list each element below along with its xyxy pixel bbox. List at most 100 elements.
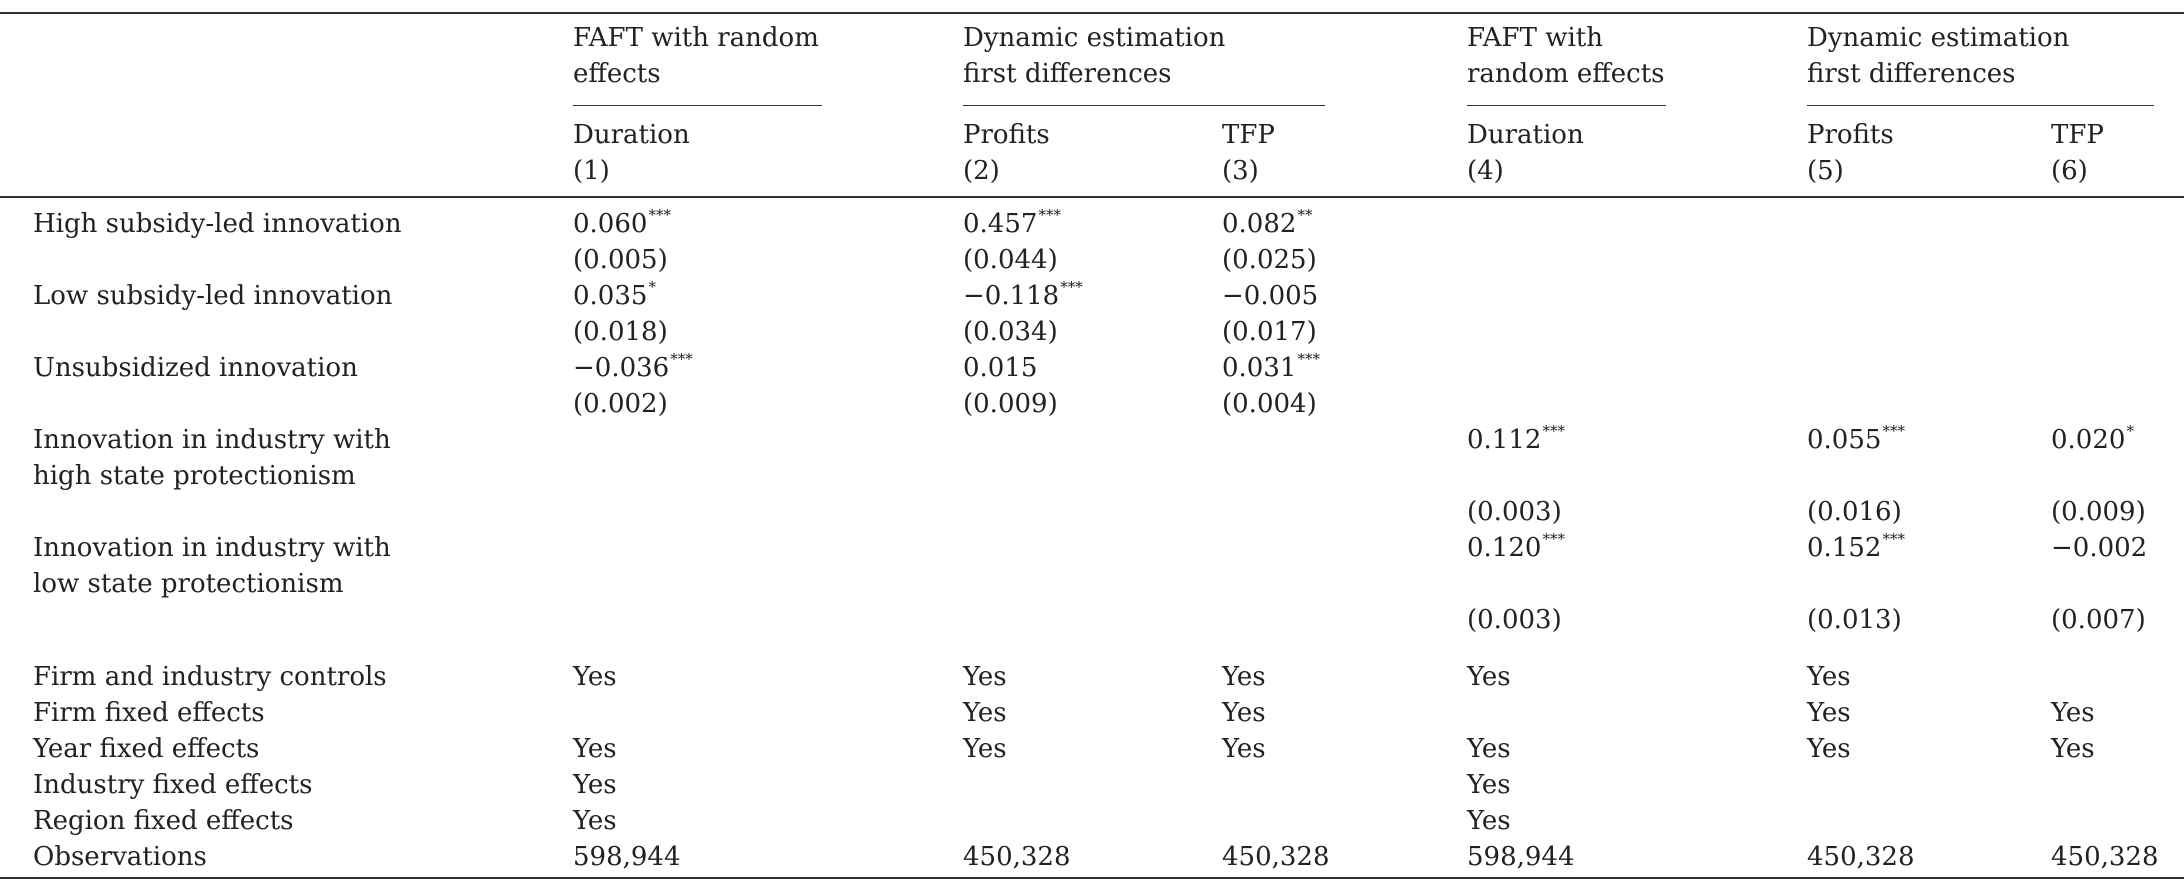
coefficient-value: 0.112 — [1467, 425, 1542, 455]
control-cell: Yes — [1467, 770, 1511, 800]
coefficient-value: 0.060 — [573, 209, 648, 239]
control-cell: 598,944 — [1467, 842, 1575, 872]
control-cell: Yes — [573, 662, 617, 692]
standard-error-cell: (0.044) — [963, 245, 1058, 275]
column-header-label: Profits — [963, 120, 1050, 150]
standard-error-cell: (0.016) — [1807, 497, 1902, 527]
group-header-line: Dynamic estimation — [963, 23, 1226, 53]
coefficient-cell: 0.082** — [1222, 206, 1312, 245]
control-cell: Yes — [963, 734, 1007, 764]
significance-stars: *** — [1882, 422, 1905, 440]
control-cell: Yes — [1467, 734, 1511, 764]
coefficient-cell: 0.031*** — [1222, 350, 1320, 389]
column-header-number: (4) — [1467, 156, 1504, 186]
control-cell: 450,328 — [1807, 842, 1915, 872]
control-cell: Yes — [573, 770, 617, 800]
significance-stars: *** — [1542, 530, 1565, 548]
group-header: Dynamic estimation first differences — [1807, 20, 2069, 92]
group-underline — [1807, 105, 2154, 106]
significance-stars: ** — [1297, 206, 1313, 224]
control-cell: Yes — [573, 734, 617, 764]
standard-error-cell: (0.017) — [1222, 317, 1317, 347]
standard-error-cell: (0.018) — [573, 317, 668, 347]
control-label: Region fixed effects — [33, 806, 294, 836]
control-label: Industry fixed effects — [33, 770, 313, 800]
coefficient-cell: 0.035* — [573, 278, 656, 317]
column-header-number: (3) — [1222, 156, 1259, 186]
column-header-number: (5) — [1807, 156, 1844, 186]
column-header-number: (6) — [2051, 156, 2088, 186]
control-cell: 450,328 — [963, 842, 1071, 872]
coefficient-value: 0.020 — [2051, 425, 2126, 455]
group-header-line: first differences — [963, 59, 1172, 89]
coefficient-cell: −0.005 — [1222, 278, 1318, 314]
control-cell: Yes — [963, 698, 1007, 728]
control-cell: Yes — [573, 806, 617, 836]
control-cell: 450,328 — [2051, 842, 2159, 872]
control-cell: Yes — [1807, 698, 1851, 728]
group-header-line: FAFT with — [1467, 23, 1603, 53]
standard-error-cell: (0.002) — [573, 389, 668, 419]
row-label: Unsubsidized innovation — [33, 353, 358, 383]
coefficient-cell: 0.015 — [963, 350, 1037, 386]
coefficient-value: 0.152 — [1807, 533, 1882, 563]
control-cell: Yes — [1807, 734, 1851, 764]
column-header-label: TFP — [2051, 120, 2104, 150]
table-header-rule — [0, 196, 2184, 198]
significance-stars: *** — [1297, 350, 1320, 368]
significance-stars: *** — [1060, 278, 1083, 296]
row-label: Innovation in industry with — [33, 425, 391, 455]
significance-stars: *** — [670, 350, 693, 368]
table-bottom-rule — [0, 877, 2184, 879]
control-label: Year fixed effects — [33, 734, 260, 764]
coefficient-cell: 0.120*** — [1467, 530, 1565, 569]
group-header-line: random effects — [1467, 59, 1665, 89]
control-cell: Yes — [1222, 734, 1266, 764]
coefficient-cell: 0.112*** — [1467, 422, 1565, 461]
coefficient-value: 0.055 — [1807, 425, 1882, 455]
group-underline — [1467, 105, 1666, 106]
row-label: Low subsidy-led innovation — [33, 281, 393, 311]
coefficient-value: 0.457 — [963, 209, 1038, 239]
control-cell: 450,328 — [1222, 842, 1330, 872]
coefficient-cell: −0.036*** — [573, 350, 693, 389]
table-top-rule — [0, 12, 2184, 14]
column-header-label: Profits — [1807, 120, 1894, 150]
coefficient-value: −0.005 — [1222, 281, 1319, 311]
standard-error-cell: (0.007) — [2051, 605, 2146, 635]
row-label: low state protectionism — [33, 569, 344, 599]
standard-error-cell: (0.013) — [1807, 605, 1902, 635]
coefficient-value: 0.031 — [1222, 353, 1297, 383]
row-label: high state protectionism — [33, 461, 356, 491]
control-cell: Yes — [1222, 662, 1266, 692]
group-header-line: first differences — [1807, 59, 2016, 89]
standard-error-cell: (0.003) — [1467, 605, 1562, 635]
coefficient-cell: −0.118*** — [963, 278, 1083, 317]
coefficient-cell: 0.060*** — [573, 206, 671, 245]
standard-error-cell: (0.004) — [1222, 389, 1317, 419]
significance-stars: * — [648, 278, 656, 296]
coefficient-value: −0.118 — [963, 281, 1060, 311]
control-label: Observations — [33, 842, 207, 872]
group-header-line: FAFT with random — [573, 23, 819, 53]
standard-error-cell: (0.005) — [573, 245, 668, 275]
standard-error-cell: (0.009) — [2051, 497, 2146, 527]
significance-stars: * — [2126, 422, 2134, 440]
column-header-number: (2) — [963, 156, 1000, 186]
row-label: High subsidy-led innovation — [33, 209, 402, 239]
column-header-label: TFP — [1222, 120, 1275, 150]
row-label: Innovation in industry with — [33, 533, 391, 563]
coefficient-cell: 0.152*** — [1807, 530, 1905, 569]
group-underline — [963, 105, 1325, 106]
coefficient-cell: −0.002 — [2051, 530, 2147, 566]
control-cell: Yes — [1467, 662, 1511, 692]
control-cell: Yes — [2051, 698, 2095, 728]
coefficient-value: 0.015 — [963, 353, 1038, 383]
group-header-line: effects — [573, 59, 661, 89]
standard-error-cell: (0.034) — [963, 317, 1058, 347]
coefficient-cell: 0.020* — [2051, 422, 2134, 461]
control-cell: Yes — [1807, 662, 1851, 692]
significance-stars: *** — [648, 206, 671, 224]
column-header-label: Duration — [573, 120, 690, 150]
group-header: Dynamic estimation first differences — [963, 20, 1225, 92]
